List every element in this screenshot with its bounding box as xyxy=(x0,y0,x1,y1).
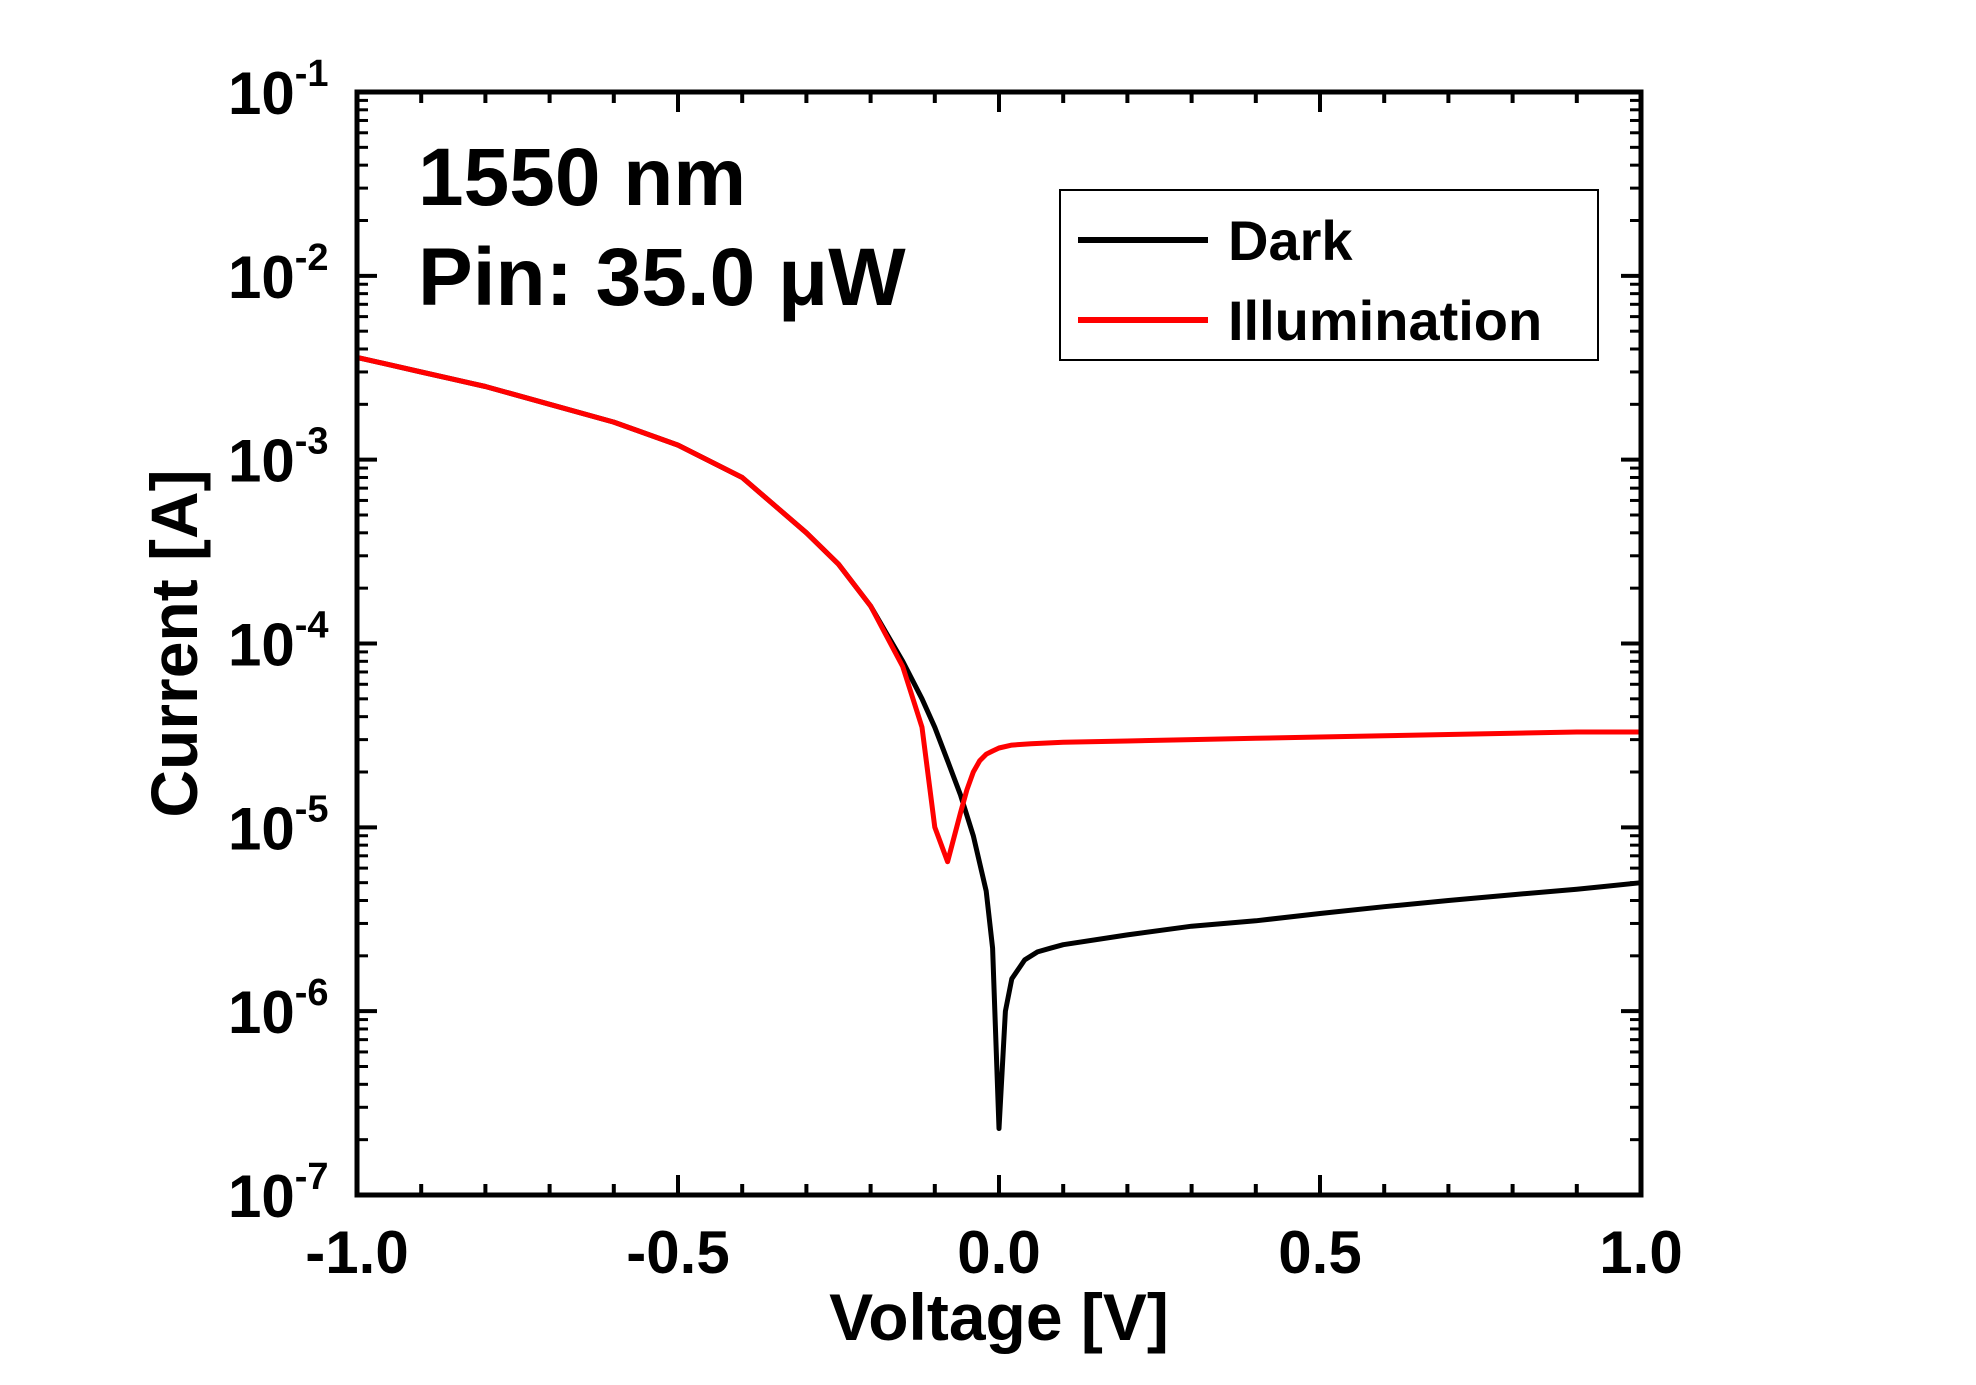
x-axis-label: Voltage [V] xyxy=(829,1280,1169,1354)
x-tick-label: -1.0 xyxy=(305,1219,408,1286)
series-line-illumination xyxy=(356,354,1641,865)
annotation-input-power: Pin: 35.0 μW xyxy=(418,232,906,323)
annotation-wavelength: 1550 nm xyxy=(418,132,746,223)
y-tick-label: 10-1 xyxy=(228,53,329,127)
x-tick-label: 0.5 xyxy=(1278,1219,1361,1286)
x-tick-label: 0.0 xyxy=(957,1219,1040,1286)
tick-labels-layer: -1.0 -0.5 0.0 0.5 1.010-710-610-510-410-310-… xyxy=(228,53,1683,1286)
y-tick-base: 10 xyxy=(228,1163,295,1230)
y-tick-base: 10 xyxy=(228,428,295,495)
y-tick-label: 10-4 xyxy=(228,605,329,679)
y-tick-label: 10-2 xyxy=(228,237,329,311)
y-tick-label: 10-7 xyxy=(228,1156,329,1230)
series-line-dark xyxy=(356,354,1642,1131)
y-tick-exponent: -1 xyxy=(295,53,329,95)
y-tick-exponent: -3 xyxy=(295,421,329,463)
y-tick-exponent: -6 xyxy=(295,972,329,1014)
legend-box xyxy=(1059,189,1599,361)
x-tick-label: 1.0 xyxy=(1599,1219,1682,1286)
y-tick-label: 10-5 xyxy=(228,788,329,862)
legend-label-dark: Dark xyxy=(1228,209,1353,272)
y-tick-label: 10-3 xyxy=(228,421,329,495)
x-tick-label: -0.5 xyxy=(626,1219,729,1286)
y-tick-base: 10 xyxy=(228,979,295,1046)
y-tick-exponent: -7 xyxy=(295,1156,329,1198)
legend: Dark Illumination xyxy=(1059,189,1599,361)
y-axis-label: Current [A] xyxy=(137,469,211,817)
legend-label-illumination: Illumination xyxy=(1228,289,1542,352)
y-tick-exponent: -5 xyxy=(295,788,329,830)
y-tick-exponent: -4 xyxy=(295,605,329,647)
y-tick-label: 10-6 xyxy=(228,972,329,1046)
y-tick-base: 10 xyxy=(228,244,295,311)
ticks-layer xyxy=(355,90,1643,1197)
y-tick-exponent: -2 xyxy=(295,237,329,279)
y-tick-base: 10 xyxy=(228,612,295,679)
series-layer xyxy=(356,354,1642,1131)
y-tick-base: 10 xyxy=(228,795,295,862)
y-tick-base: 10 xyxy=(228,60,295,127)
